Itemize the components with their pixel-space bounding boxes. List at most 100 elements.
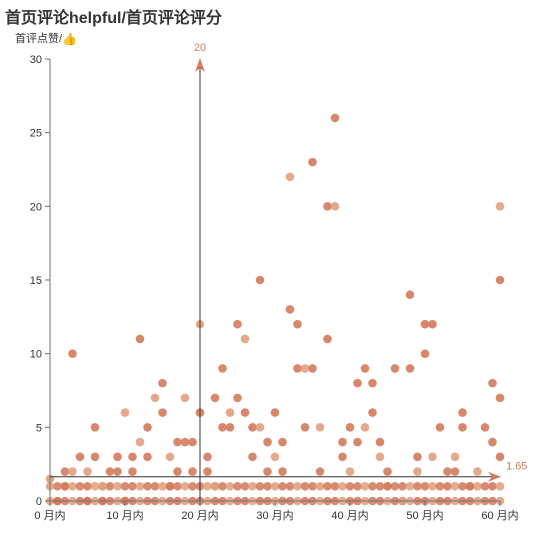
scatter-point (308, 157, 317, 167)
scatter-point (143, 481, 152, 491)
scatter-point (75, 481, 85, 491)
scatter-point (323, 334, 332, 344)
scatter-point (360, 423, 370, 432)
scatter-point (90, 481, 100, 491)
scatter-point (450, 452, 460, 462)
scatter-point (233, 319, 242, 329)
scatter-point (105, 467, 115, 476)
axes: 0 月内 10 月内 20 月内 30 月内 40 月内 50 月内 60 月内 0 5 10 15… (30, 54, 519, 522)
scatter-point (150, 481, 160, 491)
scatter-point (428, 452, 437, 462)
scatter-point (120, 408, 130, 417)
scatter-point (353, 481, 362, 491)
y-axis-label-text: 首评点赞/ (15, 33, 63, 45)
scatter-point (113, 452, 122, 462)
scatter-point (375, 437, 385, 447)
y-tick-label: 20 (30, 201, 42, 213)
scatter-point (83, 467, 92, 476)
scatter-point (458, 481, 467, 491)
scatter-point (285, 481, 295, 491)
scatter-point (458, 423, 467, 432)
scatter-point (90, 452, 100, 462)
scatter-point (300, 481, 310, 491)
scatter-point (203, 467, 212, 476)
scatter-point (405, 364, 415, 373)
scatter-point (405, 290, 415, 300)
scatter-point (285, 172, 295, 182)
scatter-point (473, 467, 482, 476)
scatter-points (45, 113, 505, 506)
scatter-point (90, 423, 100, 432)
x-reference-arrow (195, 58, 205, 72)
scatter-point (158, 481, 167, 491)
scatter-point (368, 481, 377, 491)
scatter-point (263, 437, 272, 447)
scatter-point (435, 423, 445, 432)
scatter-point (128, 452, 137, 462)
scatter-point (353, 437, 362, 447)
scatter-point (428, 319, 437, 329)
scatter-point (360, 364, 370, 373)
scatter-point (473, 481, 482, 491)
scatter-point (158, 378, 167, 388)
x-tick-label: 50 月内 (406, 508, 443, 522)
scatter-point (180, 437, 190, 447)
scatter-point (345, 467, 355, 476)
scatter-point (443, 481, 452, 491)
scatter-point (293, 481, 302, 491)
scatter-point (263, 481, 272, 491)
scatter-point (68, 481, 77, 491)
y-reference-label: 1.65 (506, 461, 527, 473)
scatter-point (360, 481, 370, 491)
scatter-point (188, 481, 197, 491)
scatter-point (390, 481, 400, 491)
scatter-point (225, 408, 235, 417)
scatter-point (248, 423, 257, 432)
x-tick-label: 30 月内 (256, 508, 293, 522)
y-tick-label: 25 (30, 128, 42, 140)
scatter-point (210, 393, 220, 403)
scatter-point (203, 452, 212, 462)
scatter-point (203, 481, 212, 491)
scatter-point (345, 423, 355, 432)
scatter-point (210, 481, 220, 491)
scatter-point (495, 481, 505, 491)
scatter-point (173, 437, 182, 447)
scatter-point (270, 408, 280, 417)
scatter-point (75, 452, 85, 462)
scatter-point (53, 481, 62, 491)
scatter-point (98, 481, 107, 491)
chart-title: 首页评论helpful/首页评论评分 (5, 10, 222, 27)
scatter-point (420, 481, 430, 491)
scatter-point (218, 364, 227, 373)
scatter-point (248, 452, 257, 462)
scatter-point (480, 481, 490, 491)
scatter-point (135, 437, 145, 447)
scatter-point (240, 334, 250, 344)
scatter-point (375, 481, 385, 491)
scatter-point (60, 481, 70, 491)
scatter-point (488, 437, 497, 447)
scatter-point (143, 423, 152, 432)
scatter-point (240, 408, 250, 417)
scatter-point (345, 481, 355, 491)
scatter-point (135, 334, 145, 344)
scatter-point (83, 481, 92, 491)
scatter-point (413, 452, 422, 462)
x-reference-label: 20 (194, 42, 206, 54)
scatter-point (225, 481, 235, 491)
reference-lines: 201.65 (50, 42, 527, 501)
scatter-point (428, 481, 437, 491)
scatter-point (165, 452, 175, 462)
y-axis-label: 首评点赞/👍 (15, 30, 77, 46)
scatter-point (233, 393, 242, 403)
scatter-point (113, 481, 122, 491)
scatter-point (278, 481, 287, 491)
y-tick-label: 10 (30, 349, 42, 361)
scatter-point (353, 378, 362, 388)
scatter-point (390, 364, 400, 373)
scatter-point (255, 423, 265, 432)
y-reference-arrow (488, 471, 501, 482)
scatter-point (338, 437, 347, 447)
